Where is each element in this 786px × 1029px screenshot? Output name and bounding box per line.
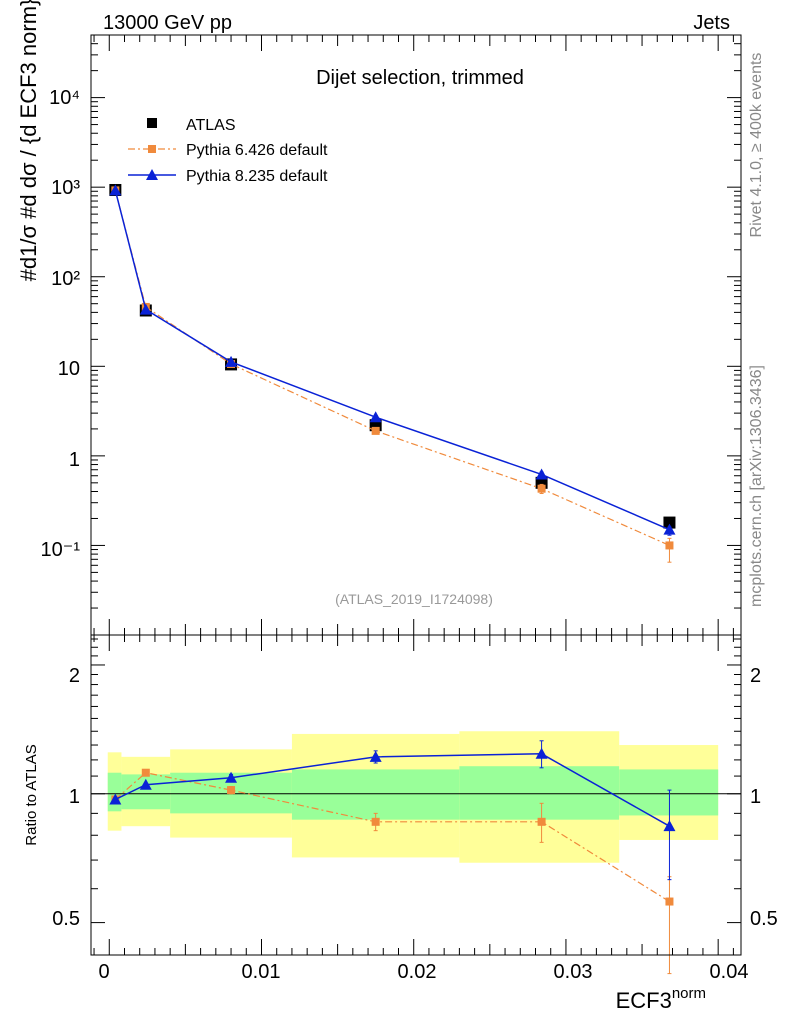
y-tick-label-10: 10 (58, 358, 80, 380)
x-tick-label-0.02: 0.02 (398, 961, 437, 983)
data-point (535, 468, 548, 480)
ratio-panel: 0.5 1 2 0.5 1 2 Ratio to ATLAS 0 0.01 0.… (23, 634, 778, 1013)
legend-marker-atlas (147, 118, 157, 128)
y-tick-label-1: 1 (69, 449, 80, 471)
ratio-y-tick-label-1-left: 1 (69, 786, 80, 808)
ratio-frame (90, 634, 742, 956)
data-point (665, 897, 674, 906)
x-axis-label: ECF3norm (616, 985, 706, 1013)
main-data-layer (109, 183, 676, 563)
data-point (141, 768, 150, 777)
x-tick-labels: 0 0.01 0.02 0.03 0.04 (98, 961, 748, 983)
data-point (109, 793, 122, 805)
data-point (225, 355, 238, 367)
plot-title: Dijet selection, trimmed (316, 67, 524, 89)
data-point (663, 523, 676, 535)
x-tick-label-0.03: 0.03 (554, 961, 593, 983)
ratio-y-axis-label: Ratio to ATLAS (23, 744, 40, 845)
y-tick-label-0.1: 10⁻¹ (41, 539, 81, 561)
header-energy: 13000 GeV pp (103, 12, 232, 34)
ratio-data-layer (109, 740, 676, 975)
data-point (663, 820, 676, 832)
x-axis-label-main: ECF3 (616, 988, 672, 1013)
ratio-band-stat (619, 769, 719, 816)
ratio-y-tick-label-1-right: 1 (750, 786, 761, 808)
y-tick-label-10000: 10⁴ (49, 87, 80, 109)
analysis-tag: (ATLAS_2019_I1724098) (335, 591, 493, 607)
series-line (114, 190, 670, 546)
legend: ATLAS Pythia 6.426 default Pythia 8.235 … (128, 117, 328, 185)
series-line (115, 753, 670, 827)
series-pythia-8-235-default (109, 740, 676, 881)
ratio-band-stat (107, 772, 122, 812)
series-atlas (109, 183, 676, 529)
y-tick-label-100: 10² (51, 268, 80, 290)
main-panel: 10⁻¹ 1 10 10² 10³ 10⁴ Dijet selection, t… (16, 0, 742, 636)
ratio-axis-ticks (91, 635, 741, 955)
legend-marker-pythia8 (146, 169, 158, 180)
legend-label-pythia8: Pythia 8.235 default (186, 168, 328, 185)
main-y-axis-label: #d1/σ #d dσ / {d ECF3 norm} (16, 0, 41, 281)
main-axis-ticks (91, 34, 741, 636)
data-point (369, 750, 382, 762)
main-y-tick-labels: 10⁻¹ 1 10 10² 10³ 10⁴ (41, 87, 81, 561)
rivet-label: Rivet 4.1.0, ≥ 400k events (748, 53, 765, 238)
x-tick-label-0.04: 0.04 (710, 961, 749, 983)
series-line (114, 190, 670, 531)
data-point (535, 747, 548, 759)
x-tick-label-0: 0 (98, 961, 109, 983)
x-axis-label-sup: norm (672, 985, 706, 1002)
ratio-band-stat (291, 769, 460, 820)
legend-label-pythia6: Pythia 6.426 default (186, 142, 328, 159)
main-y-label: #d1/σ #d dσ / {d ECF3 norm} (16, 0, 41, 281)
ratio-y-tick-label-2-right: 2 (750, 665, 761, 687)
data-point (139, 778, 152, 790)
data-point (665, 541, 674, 550)
data-point (663, 516, 676, 529)
legend-label-atlas: ATLAS (186, 117, 236, 134)
data-point (109, 184, 122, 196)
ratio-y-tick-label-0.5-right: 0.5 (750, 908, 778, 930)
series-pythia-6-426-default (111, 186, 674, 563)
series-line (114, 772, 670, 903)
data-point (537, 817, 546, 826)
series-pythia-8-235-default (109, 184, 676, 536)
data-point (225, 771, 238, 783)
data-point (371, 426, 380, 435)
data-point (139, 303, 152, 315)
x-tick-label-0.01: 0.01 (242, 961, 281, 983)
data-point (369, 411, 382, 423)
legend-marker-pythia6 (148, 145, 156, 153)
ratio-y-tick-label-2-left: 2 (69, 665, 80, 687)
data-point (537, 484, 546, 493)
mcplots-label: mcplots.cern.ch [arXiv:1306.3436] (748, 365, 765, 607)
y-tick-label-1000: 10³ (51, 177, 80, 199)
data-point (371, 817, 380, 826)
header-process: Jets (693, 12, 730, 34)
ratio-band-stat (459, 766, 620, 820)
ratio-bands (107, 731, 719, 863)
ratio-y-tick-label-0.5-left: 0.5 (52, 908, 80, 930)
data-point (227, 786, 236, 795)
